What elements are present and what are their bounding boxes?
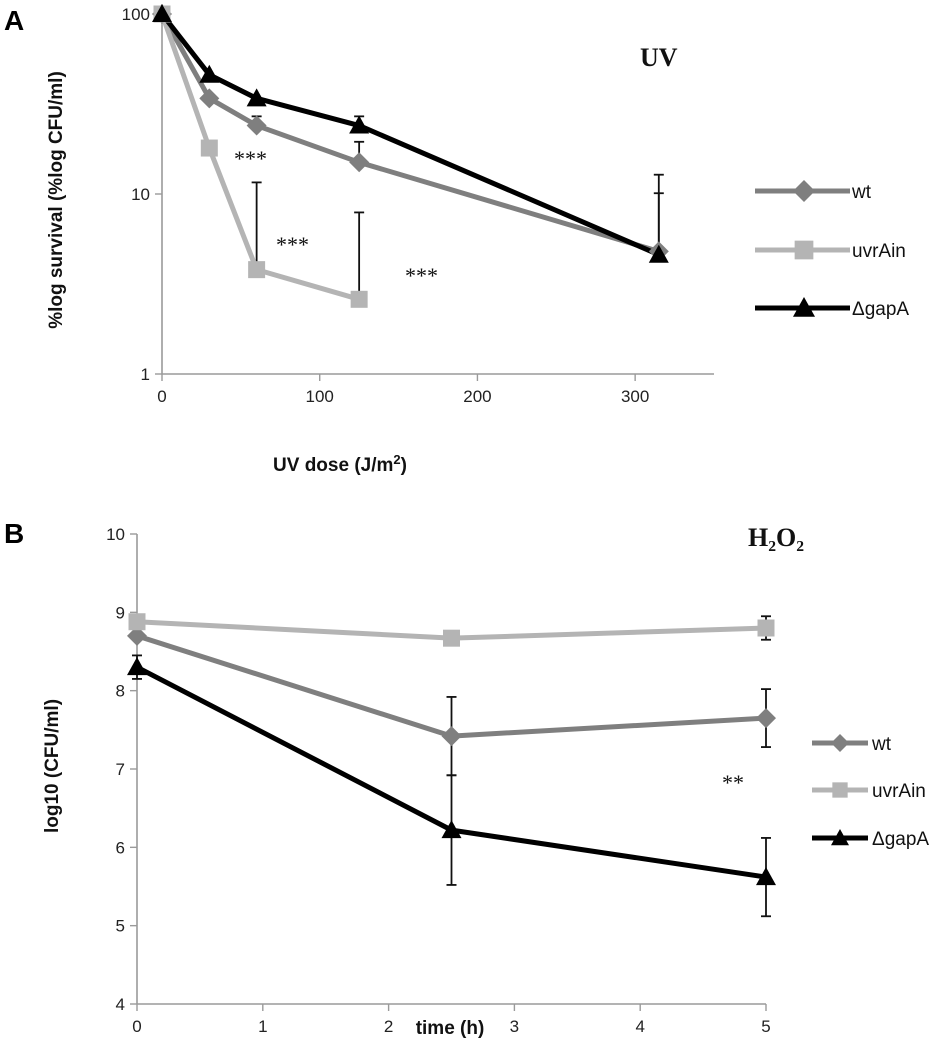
- legend-b-uvr-marker: [832, 782, 848, 798]
- legend-b-uvrAin: uvrAin: [812, 781, 926, 802]
- a-point-wt: [349, 152, 370, 173]
- b-x-tick-label: 3: [510, 1017, 519, 1036]
- a-x-tick-label: 100: [306, 387, 334, 406]
- legend-a-gapa-marker: [793, 297, 815, 317]
- panel-b-x-axis-label: time (h): [416, 1018, 485, 1039]
- panel-b-legend: wt uvrAin ΔgapA: [812, 734, 929, 850]
- a-y-tick-label: 1: [141, 365, 150, 384]
- panel-a-axes: 1 10 100 0 100 200 300: [122, 5, 714, 406]
- annotation-b-1: **: [722, 770, 744, 795]
- b-point-wt: [127, 625, 147, 646]
- legend-b-uvrAin-label: uvrAin: [872, 781, 926, 802]
- panel-b-h2o2-survival: B H₂O₂ 4 5 6 7 8 9 10 0 1 2 3 4 5 ** time (h) log10 …: [4, 518, 929, 1039]
- a-x-tick-label: 0: [157, 387, 166, 406]
- panel-a-y-axis-label: %log survival (%log CFU/ml): [46, 71, 67, 329]
- a-point-gapA: [199, 64, 220, 83]
- panel-a-legend: wt uvrAin ΔgapA: [755, 180, 909, 320]
- panel-a-letter: A: [4, 5, 24, 36]
- legend-a-uvr-marker: [794, 240, 814, 260]
- b-y-tick-label: 7: [116, 760, 125, 779]
- b-point-gapA: [756, 867, 776, 886]
- panel-a-markers: [152, 4, 669, 308]
- legend-a-wt-marker: [793, 180, 815, 202]
- a-y-tick-label: 100: [122, 5, 150, 24]
- panel-b-title: H₂O₂: [748, 523, 804, 552]
- panel-b-markers: [127, 613, 776, 886]
- a-x-tick-label: 300: [621, 387, 649, 406]
- a-point-uvrAin: [248, 261, 266, 279]
- b-point-wt: [756, 708, 776, 729]
- a-point-wt: [246, 115, 267, 136]
- legend-a-uvrAin-label: uvrAin: [852, 241, 906, 262]
- b-y-tick-label: 8: [116, 682, 125, 701]
- a-y-tick-label: 10: [131, 185, 150, 204]
- legend-a-uvrAin: uvrAin: [755, 240, 906, 262]
- legend-a-gapA: ΔgapA: [755, 297, 909, 320]
- a-point-gapA: [152, 4, 172, 22]
- b-y-tick-label: 10: [106, 525, 125, 544]
- a-point-uvrAin: [350, 290, 368, 308]
- a-series-uvrAin-line: [159, 13, 360, 302]
- legend-a-wt: wt: [755, 180, 872, 203]
- legend-b-gapA-label: ΔgapA: [872, 829, 929, 850]
- b-point-gapA: [127, 657, 147, 676]
- b-x-tick-label: 5: [761, 1017, 770, 1036]
- panel-b-y-axis-label: log10 (CFU/ml): [42, 699, 63, 833]
- a-point-gapA: [648, 244, 669, 263]
- annotation-a-2: ***: [276, 232, 309, 257]
- b-x-tick-label: 2: [384, 1017, 393, 1036]
- panel-a-title: UV: [640, 43, 678, 72]
- legend-b-gapa-marker: [831, 829, 849, 846]
- b-point-uvrAin: [443, 629, 460, 647]
- a-x-tick-label: 200: [463, 387, 491, 406]
- b-point-uvrAin: [757, 619, 775, 637]
- legend-b-gapA: ΔgapA: [812, 829, 929, 850]
- legend-a-gapA-label: ΔgapA: [852, 299, 909, 320]
- b-x-tick-label: 0: [132, 1017, 141, 1036]
- annotation-a-3: ***: [405, 263, 438, 288]
- panel-b-letter: B: [4, 518, 24, 549]
- b-y-tick-label: 9: [116, 603, 125, 622]
- legend-b-wt-label: wt: [871, 734, 892, 755]
- panel-a-uv-survival: A UV 1 10 100 0 100 200 300 *** *** *** UV dos…: [4, 4, 909, 476]
- b-y-tick-label: 6: [116, 838, 125, 857]
- a-point-uvrAin: [200, 139, 218, 157]
- a-point-gapA: [246, 88, 267, 107]
- b-x-tick-label: 1: [258, 1017, 267, 1036]
- b-point-gapA: [441, 820, 462, 839]
- b-y-tick-label: 5: [116, 917, 125, 936]
- a-point-wt: [199, 88, 220, 109]
- legend-b-wt: wt: [812, 734, 892, 755]
- b-y-tick-label: 4: [116, 995, 125, 1014]
- a-point-gapA: [349, 115, 370, 134]
- panel-b-axes: 4 5 6 7 8 9 10 0 1 2 3 4 5: [106, 525, 771, 1036]
- b-point-wt: [441, 726, 462, 747]
- b-x-tick-label: 4: [635, 1017, 644, 1036]
- annotation-a-1: ***: [234, 146, 267, 171]
- legend-a-wt-label: wt: [851, 182, 872, 203]
- legend-b-wt-marker: [831, 734, 849, 752]
- panel-b-error-bars: [132, 615, 771, 918]
- panel-a-x-axis-label: UV dose (J/m2): [273, 452, 407, 476]
- b-point-uvrAin: [128, 613, 146, 631]
